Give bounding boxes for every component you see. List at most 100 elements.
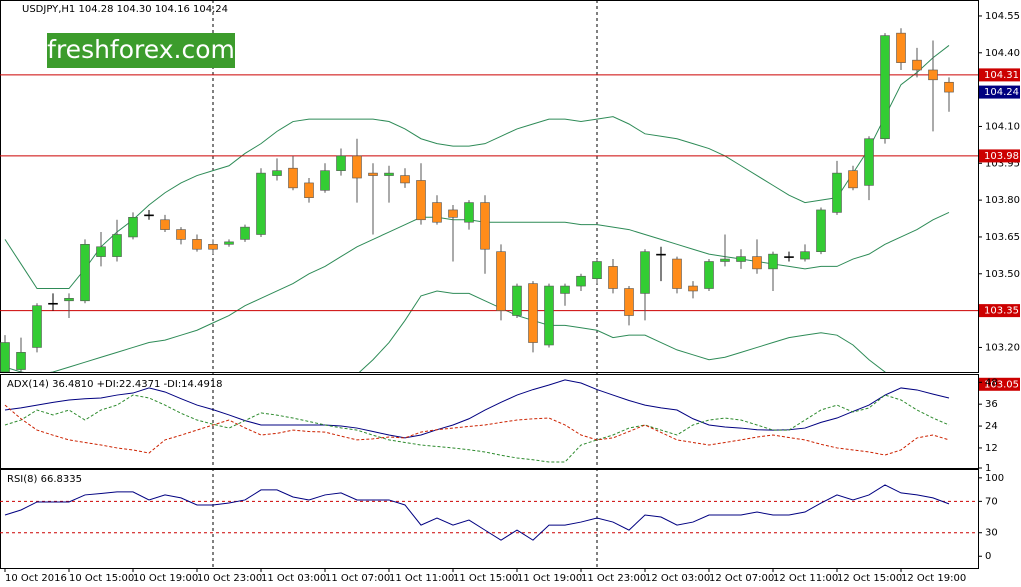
candle-body: [80, 244, 90, 302]
candle-body: [736, 256, 746, 262]
watermark-box: [47, 33, 235, 68]
candle-body: [192, 239, 202, 250]
price-label: 104.24: [984, 87, 1019, 98]
candle-body: [560, 285, 570, 294]
candle-body: [448, 209, 458, 218]
candle-body: [144, 214, 154, 217]
x-tick-label: 10 Oct 2016: [5, 573, 67, 584]
indicator-plot: [0, 484, 978, 541]
y-tick-label: 48: [985, 377, 998, 388]
x-tick-label: 12 Oct 03:00: [645, 573, 710, 584]
indicator-line: [358, 290, 886, 372]
candle-body: [352, 155, 362, 179]
indicator-plot: [4, 379, 950, 463]
candle-body: [16, 352, 26, 370]
y-tick-label: 12: [985, 443, 998, 454]
candle-body: [288, 167, 298, 189]
level-label: 103.35: [984, 306, 1019, 317]
candle-body: [176, 229, 186, 240]
y-tick-label: 103.80: [985, 195, 1020, 206]
y-tick-label: 70: [985, 496, 998, 507]
candle-body: [656, 253, 666, 256]
level-label: 104.31: [984, 70, 1019, 81]
candle-body: [912, 59, 922, 71]
indicator-line: [4, 45, 950, 290]
candle-body: [496, 251, 506, 311]
candle-body: [544, 285, 554, 346]
rsi-panel-frame: [0, 469, 979, 569]
candle-body: [624, 288, 634, 316]
candle-body: [336, 155, 346, 171]
x-tick-label: 11 Oct 03:00: [261, 573, 326, 584]
candle-body: [832, 172, 842, 213]
watermark: freshforex.com: [47, 33, 235, 68]
y-tick-label: 100: [985, 473, 1004, 484]
candle-body: [640, 251, 650, 294]
candle-body: [512, 285, 522, 316]
x-tick-label: 10 Oct 19:00: [133, 573, 198, 584]
y-tick-label: 103.20: [985, 342, 1020, 353]
x-tick-label: 11 Oct 15:00: [453, 573, 518, 584]
candle-body: [592, 261, 602, 279]
candle-body: [96, 246, 106, 257]
candle-body: [304, 182, 314, 198]
x-tick-label: 11 Oct 11:00: [389, 573, 454, 584]
candle-body: [208, 244, 218, 250]
candle-body: [880, 35, 890, 140]
candle-body: [816, 209, 826, 252]
candle-body: [864, 138, 874, 186]
x-tick-label: 12 Oct 07:00: [709, 573, 774, 584]
candle-body: [224, 241, 234, 245]
candle-body: [576, 275, 586, 287]
candle-body: [320, 170, 330, 191]
x-tick-label: 10 Oct 23:00: [197, 573, 262, 584]
candle-body: [848, 170, 858, 189]
y-tick-label: 104.40: [985, 48, 1020, 59]
candle-body: [368, 172, 378, 176]
level-label: 103.05: [984, 379, 1019, 390]
y-tick-label: 103.95: [985, 158, 1020, 169]
indicator-line: [4, 211, 950, 372]
level-label: 103.98: [984, 151, 1019, 162]
level-label-box: [979, 68, 1020, 82]
candle-body: [400, 175, 410, 184]
level-label-box: [979, 304, 1020, 318]
x-tick-label: 11 Oct 19:00: [517, 573, 582, 584]
candle-body: [32, 305, 42, 348]
candle-body: [608, 266, 618, 289]
x-tick-label: 12 Oct 15:00: [837, 573, 902, 584]
x-tick-label: 12 Oct 11:00: [773, 573, 838, 584]
candle-body: [0, 342, 10, 372]
candle-body: [928, 69, 938, 81]
y-tick-label: 30: [985, 528, 998, 539]
x-tick-label: 11 Oct 23:00: [581, 573, 646, 584]
adx-title: ADX(14) 36.4810 +DI:22.4371 -DI:14.4918: [7, 379, 223, 390]
watermark-text: freshforex.com: [47, 35, 235, 64]
candle-body: [768, 253, 778, 270]
level-label-box: [979, 377, 1020, 391]
indicator-line: [4, 484, 950, 541]
indicator-line: [4, 379, 950, 439]
candle-body: [704, 261, 714, 289]
candle-body: [112, 234, 122, 257]
adx-panel-frame: [0, 374, 979, 469]
candle-body: [672, 258, 682, 289]
y-tick-label: 103.50: [985, 269, 1020, 280]
candle-body: [160, 219, 170, 230]
candle-body: [416, 180, 426, 221]
candle-body: [432, 202, 442, 223]
candle-body: [48, 302, 58, 305]
candle-body: [480, 202, 490, 250]
candle-body: [800, 251, 810, 260]
y-tick-label: 1: [985, 463, 991, 474]
candle-body: [752, 256, 762, 270]
y-tick-label: 104.10: [985, 121, 1020, 132]
candle-body: [688, 285, 698, 292]
candle-body: [128, 217, 138, 238]
chart-title: USDJPY,H1 104.28 104.30 104.16 104.24: [22, 4, 228, 15]
x-tick-label: 11 Oct 07:00: [325, 573, 390, 584]
candle-body: [464, 202, 474, 223]
candle-body: [944, 81, 954, 93]
